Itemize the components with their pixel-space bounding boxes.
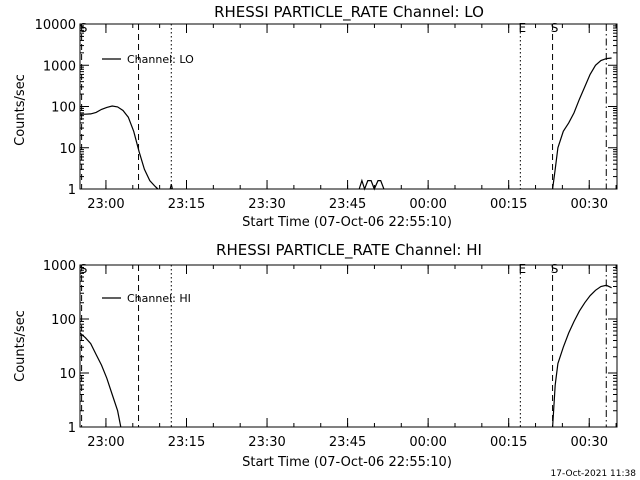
series-line bbox=[80, 105, 159, 190]
y-axis-label: Counts/sec bbox=[13, 74, 28, 146]
legend-label: Channel: HI bbox=[127, 292, 191, 305]
x-tick-label: 23:15 bbox=[168, 197, 205, 212]
legend-label: Channel: LO bbox=[127, 53, 194, 66]
event-marker-label: S bbox=[80, 262, 88, 276]
y-tick-label: 1000 bbox=[43, 259, 76, 274]
chart-title: RHESSI PARTICLE_RATE Channel: HI bbox=[216, 241, 482, 260]
x-tick-label: 00:15 bbox=[490, 435, 527, 450]
y-tick-label: 100 bbox=[51, 101, 76, 116]
lo-channel-panel: RHESSI PARTICLE_RATE Channel: LO Counts/… bbox=[13, 3, 618, 230]
x-tick-label: 23:00 bbox=[87, 197, 124, 212]
x-axis-label: Start Time (07-Oct-06 22:55:10) bbox=[242, 455, 452, 470]
hi-channel-panel: RHESSI PARTICLE_RATE Channel: HI Counts/… bbox=[13, 241, 618, 470]
y-tick-label: 10000 bbox=[35, 18, 76, 33]
event-marker-label: S bbox=[80, 21, 88, 35]
plot-frame bbox=[79, 264, 618, 428]
series-line bbox=[552, 57, 612, 190]
x-tick-label: 00:30 bbox=[571, 197, 608, 212]
y-tick-label: 100 bbox=[51, 313, 76, 328]
x-tick-label: 23:30 bbox=[248, 197, 285, 212]
x-tick-label: 00:30 bbox=[571, 435, 608, 450]
series-line bbox=[79, 332, 122, 428]
event-marker-label: S bbox=[551, 21, 559, 35]
x-tick-label: 00:15 bbox=[490, 197, 527, 212]
series-line bbox=[552, 284, 612, 428]
event-marker-label: E bbox=[519, 21, 527, 35]
chart-title: RHESSI PARTICLE_RATE Channel: LO bbox=[214, 3, 484, 22]
event-marker-label: S bbox=[551, 262, 559, 276]
x-tick-label: 00:00 bbox=[409, 435, 446, 450]
x-tick-label: 23:15 bbox=[168, 435, 205, 450]
y-tick-label: 10 bbox=[59, 142, 76, 157]
x-tick-label: 23:00 bbox=[87, 435, 124, 450]
x-tick-label: 23:30 bbox=[248, 435, 285, 450]
y-tick-label: 10 bbox=[59, 367, 76, 382]
y-tick-label: 1 bbox=[68, 183, 76, 198]
series-line bbox=[358, 178, 385, 191]
timestamp: 17-Oct-2021 11:38 bbox=[551, 469, 637, 479]
x-tick-label: 00:00 bbox=[409, 197, 446, 212]
series-line bbox=[169, 184, 173, 190]
x-axis-label: Start Time (07-Oct-06 22:55:10) bbox=[242, 215, 452, 230]
x-tick-label: 23:45 bbox=[329, 435, 366, 450]
x-tick-label: 23:45 bbox=[329, 197, 366, 212]
event-marker-label: E bbox=[519, 262, 527, 276]
y-tick-label: 1 bbox=[68, 421, 76, 436]
plot-frame bbox=[79, 23, 618, 190]
y-axis-label: Counts/sec bbox=[13, 310, 28, 382]
y-tick-label: 1000 bbox=[43, 59, 76, 74]
